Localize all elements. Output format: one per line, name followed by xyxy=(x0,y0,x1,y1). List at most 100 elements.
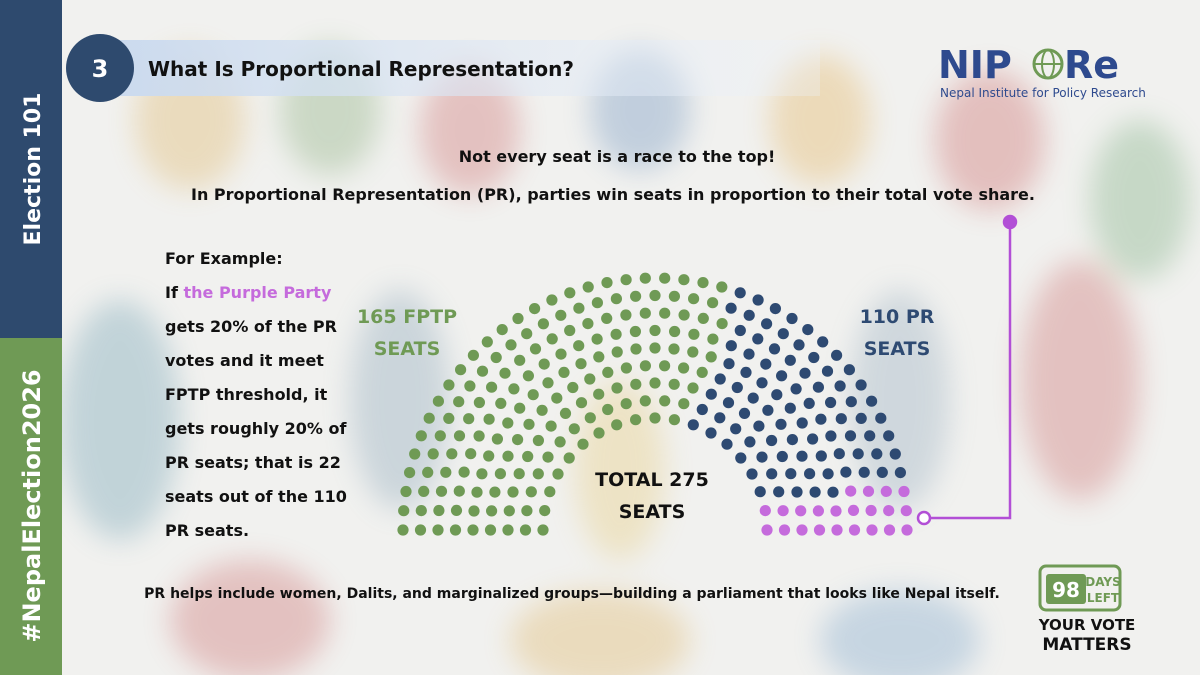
seat xyxy=(532,468,544,480)
seat xyxy=(705,427,717,439)
seat xyxy=(463,413,475,425)
parliament: 165 FPTP SEATS 110 PR SEATS TOTAL 275 SEATS xyxy=(357,272,935,536)
seat xyxy=(502,417,514,429)
seat xyxy=(786,312,798,325)
seat xyxy=(825,430,837,442)
seat xyxy=(453,485,465,497)
seat xyxy=(514,402,526,414)
seat xyxy=(455,364,467,376)
example: For Example: If the Purple Party gets 20… xyxy=(165,249,348,540)
example-line: FPTP threshold, it xyxy=(165,385,328,404)
seat xyxy=(422,466,434,478)
pr-label: 110 PR xyxy=(860,306,935,328)
seat xyxy=(453,396,465,408)
seat xyxy=(639,360,652,372)
seat xyxy=(785,468,797,480)
seat xyxy=(601,312,613,324)
seat xyxy=(432,395,444,407)
seat xyxy=(591,297,604,309)
seat xyxy=(494,468,506,480)
seat xyxy=(563,452,575,464)
seat xyxy=(593,388,605,400)
seat xyxy=(649,324,661,337)
seat xyxy=(866,524,878,536)
seat xyxy=(575,358,587,370)
seat xyxy=(591,333,603,345)
seat xyxy=(754,486,766,498)
seat xyxy=(629,325,642,338)
seat xyxy=(415,430,427,442)
seat xyxy=(831,349,843,361)
title: What Is Proportional Representation? xyxy=(148,57,574,81)
hook: Not every seat is a race to the top! xyxy=(459,147,776,166)
seat xyxy=(743,348,755,360)
seat xyxy=(697,312,709,324)
seat xyxy=(538,358,550,370)
seat xyxy=(443,379,455,391)
logo-globe xyxy=(1032,48,1064,80)
seat xyxy=(833,448,845,460)
seat xyxy=(473,430,485,442)
seat xyxy=(678,398,690,410)
seat xyxy=(508,383,520,395)
seat xyxy=(855,412,867,424)
seat xyxy=(522,370,535,382)
seat xyxy=(593,427,605,439)
seat xyxy=(523,418,535,430)
seat xyxy=(519,524,532,536)
seat xyxy=(696,403,708,416)
seat xyxy=(471,486,483,498)
seat xyxy=(546,333,558,345)
seat xyxy=(746,468,758,480)
seat xyxy=(840,466,852,478)
seat xyxy=(731,381,743,394)
seat xyxy=(756,377,768,389)
seat xyxy=(404,467,416,479)
logo-tagline: Nepal Institute for Policy Research xyxy=(940,86,1146,100)
seat xyxy=(753,420,765,432)
example-heading: For Example: xyxy=(165,249,283,268)
seat xyxy=(630,414,642,426)
seat xyxy=(529,343,542,355)
title-band xyxy=(100,40,820,96)
seat xyxy=(808,351,820,364)
seat xyxy=(845,396,857,408)
badge-line2: MATTERS xyxy=(1042,635,1131,655)
seat xyxy=(490,351,502,364)
seat xyxy=(481,336,493,348)
example-line: gets roughly 20% of xyxy=(165,419,348,438)
seat xyxy=(721,438,733,450)
seat xyxy=(584,373,596,385)
seat xyxy=(773,486,785,498)
seat xyxy=(894,467,907,479)
example-line: gets 20% of the PR xyxy=(165,317,337,336)
seat xyxy=(577,438,589,450)
seat xyxy=(511,434,524,446)
seat xyxy=(815,450,827,462)
days-badge: 98 DAYS LEFT YOUR VOTE MATTERS xyxy=(1038,564,1135,655)
seat xyxy=(467,349,479,361)
seat xyxy=(659,307,671,319)
seat xyxy=(697,277,709,289)
sidebar-bottom-text: #NepalElection2026 xyxy=(18,369,46,642)
seat xyxy=(630,343,642,355)
seat xyxy=(468,505,480,517)
total-label: TOTAL 275 xyxy=(595,469,709,491)
seat xyxy=(705,351,717,363)
seat xyxy=(793,339,805,351)
seat xyxy=(795,505,807,517)
seat xyxy=(611,346,623,358)
seat xyxy=(804,468,816,480)
seat xyxy=(827,486,839,498)
seat xyxy=(450,504,463,516)
seat xyxy=(786,434,799,446)
seat xyxy=(649,289,661,302)
seat xyxy=(659,272,671,284)
seat xyxy=(400,485,412,498)
seat xyxy=(435,485,448,497)
seat xyxy=(564,287,576,299)
seat xyxy=(440,466,452,478)
seat xyxy=(415,505,427,517)
seat xyxy=(871,448,883,460)
seat xyxy=(544,486,556,498)
